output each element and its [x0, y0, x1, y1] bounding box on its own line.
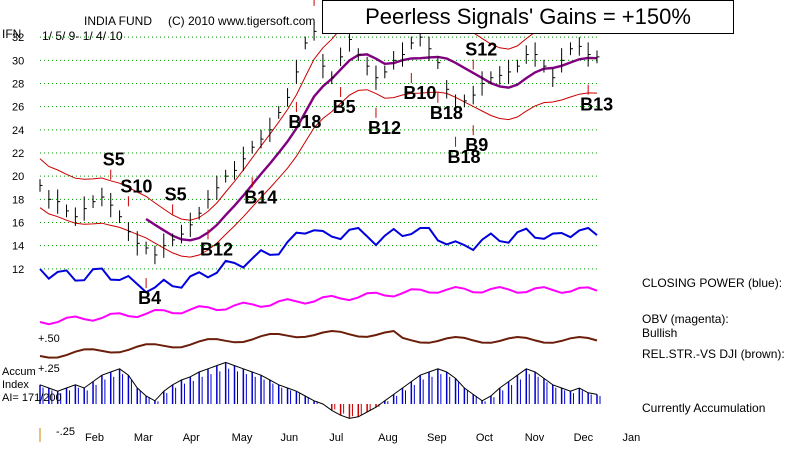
signal-label: B12: [368, 118, 401, 138]
y-tick-label: 32: [12, 32, 24, 44]
plus25-label: +.25: [38, 363, 60, 375]
signal-label: B18: [288, 112, 321, 132]
x-tick-label: Dec: [574, 432, 594, 444]
x-tick-label: Sep: [427, 432, 447, 444]
x-tick-label: Jul: [329, 432, 343, 444]
y-tick-label: 18: [12, 194, 24, 206]
y-tick-label: 12: [12, 264, 24, 276]
signal-label: S5: [103, 150, 125, 170]
fund-name: INDIA FUND: [84, 14, 153, 28]
price-bars: [39, 22, 600, 265]
rel-str-label: REL.STR.-VS DJI (brown):: [642, 347, 785, 361]
signal-label: B10: [403, 83, 436, 103]
x-tick-label: Feb: [85, 432, 104, 444]
closing-power-path: [39, 226, 598, 294]
x-tick-label: Jan: [622, 432, 640, 444]
copyright: (C) 2010 www.tigersoft.com: [168, 14, 316, 28]
obv-path: [39, 285, 598, 326]
signal-label: S10: [120, 176, 152, 196]
date-range: 1/ 5/ 9- 1/ 4/ 10: [42, 29, 123, 43]
obv-line: [39, 285, 598, 326]
upper-band: [39, 11, 598, 221]
signal-label: S5: [165, 184, 187, 204]
signal-label: B9: [465, 135, 488, 155]
x-tick-label: May: [232, 432, 253, 444]
y-tick-label: 30: [12, 55, 24, 67]
signal-label: B13: [580, 95, 613, 115]
signal-label: B14: [244, 187, 277, 207]
rel-strength-line: [39, 329, 598, 359]
rel-strength-path: [39, 329, 598, 359]
y-tick-label: 24: [12, 125, 24, 137]
plus50-label: +.50: [38, 333, 60, 345]
signal-label: B12: [200, 239, 233, 259]
signal-label: S12: [465, 40, 497, 60]
x-tick-label: Apr: [183, 432, 200, 444]
y-tick-label: 16: [12, 218, 24, 230]
signal-label: B18: [430, 103, 463, 123]
price-gridlines: [40, 36, 597, 270]
accum-line: [39, 361, 598, 419]
signal-label: B4: [138, 288, 161, 308]
index-label: Index: [2, 379, 29, 391]
gains-banner: Peerless Signals' Gains = +150%: [322, 0, 734, 34]
accum-index-histogram: [39, 361, 601, 419]
closing-power-line: [39, 226, 598, 294]
price-y-ticks: 12 14 16 18 20 22 24 26 28 30 32: [12, 32, 24, 276]
accum-status: Currently Accumulation: [642, 401, 766, 415]
obv-status: Bullish: [642, 326, 678, 340]
price-bands: [39, 11, 598, 258]
y-tick-label: 26: [12, 102, 24, 114]
signal-label: B18: [448, 147, 481, 167]
ai-label: AI= 171/200: [2, 392, 62, 404]
signal-label: B5: [333, 97, 356, 117]
accum-label: Accum: [2, 366, 36, 378]
month-x-ticks: Feb Mar Apr May Jun Jul Aug Sep Oct Nov Dec Jan: [85, 432, 640, 444]
symbol-label: IFN: [2, 27, 22, 41]
y-tick-label: 20: [12, 171, 24, 183]
y-tick-label: 14: [12, 241, 24, 253]
obv-label: OBV (magenta):: [642, 312, 729, 326]
lower-band: [39, 89, 598, 258]
y-tick-label: 22: [12, 148, 24, 160]
minus25-label: -.25: [56, 426, 75, 438]
x-tick-label: Aug: [378, 432, 398, 444]
ma-line: [145, 53, 598, 242]
y-tick-label: 28: [12, 79, 24, 91]
x-tick-label: Oct: [476, 432, 493, 444]
moving-average: [145, 53, 598, 242]
x-tick-label: Nov: [525, 432, 545, 444]
closing-power-label: CLOSING POWER (blue):: [642, 276, 783, 290]
x-tick-label: Jun: [280, 432, 298, 444]
signal-markers: S8S10S5S5S10S12S12B4B12B14B18B5B12B10B18…: [103, 0, 613, 308]
x-tick-label: Mar: [134, 432, 153, 444]
